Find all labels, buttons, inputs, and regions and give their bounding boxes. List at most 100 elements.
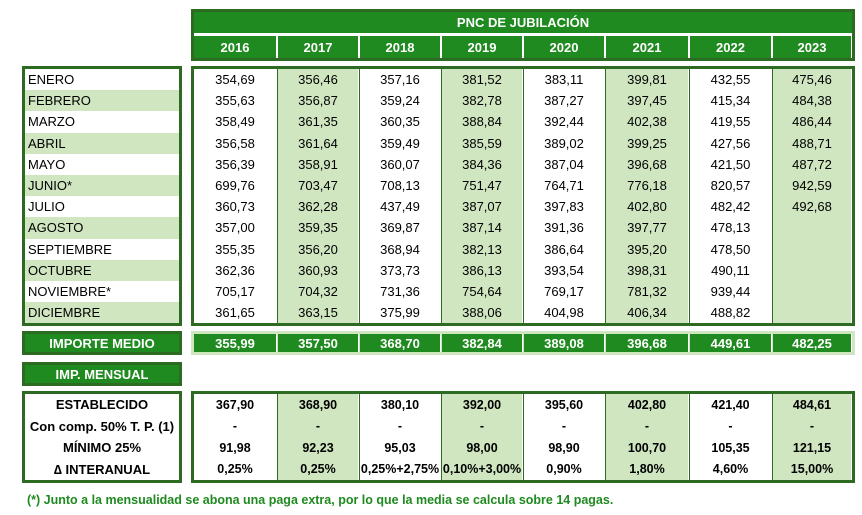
month-value: 437,49 [380,199,420,215]
month-value: 359,35 [298,220,338,236]
month-value: 387,27 [544,93,584,109]
month-value: 708,13 [380,178,420,194]
month-value: 397,45 [627,93,667,109]
col-shade [278,394,358,480]
col-shade [773,69,851,323]
mensual-value: 0,25% [217,462,253,477]
month-value: 360,93 [298,262,338,278]
mensual-value: 380,10 [380,397,420,412]
month-value: 382,13 [462,241,502,257]
col-shade [606,69,688,323]
col-shade [773,394,851,480]
mensual-value: - [232,419,238,434]
mensual-row-label: ESTABLECIDO [55,397,149,413]
month-value: 358,49 [215,114,255,130]
mensual-value: 105,35 [711,440,750,455]
month-value: 402,38 [627,114,667,130]
month-value: 391,36 [544,220,584,236]
month-label-box [22,66,182,326]
month-value: 703,47 [298,178,338,194]
month-value: 406,34 [627,305,667,321]
month-value: 399,81 [627,72,667,88]
month-value: 478,13 [710,220,751,236]
imp-mensual-label: IMP. MENSUAL [25,365,179,383]
month-value: 699,76 [215,178,255,194]
importe-medio-value: 382,84 [442,334,522,352]
month-label: NOVIEMBRE* [28,284,112,300]
month-value: 475,46 [792,72,832,88]
month-value: 387,14 [462,220,502,236]
col-divider [523,394,524,480]
month-value: 705,17 [215,284,255,300]
month-value: 488,82 [710,305,751,321]
month-value [772,302,852,323]
month-label: ABRIL [25,132,179,154]
month-value: 384,36 [462,156,502,172]
year-header-2023: 2023 [773,36,851,58]
month-value [772,217,852,238]
month-value: 731,36 [380,284,420,300]
month-value: 387,04 [544,156,584,172]
month-value: 419,55 [710,114,751,130]
month-value: 427,56 [710,135,751,151]
month-label: DICIEMBRE [25,302,179,324]
mensual-value: 368,90 [298,397,338,412]
month-value: 939,44 [710,284,751,300]
mensual-value: 4,60% [712,462,749,477]
col-divider [277,69,278,323]
col-divider [772,334,773,352]
year-header-2016: 2016 [194,36,276,58]
importe-medio-value: 449,61 [690,334,771,352]
month-value: 399,25 [627,135,667,151]
importe-medio-value: 482,25 [773,334,851,352]
col-divider [689,334,690,352]
importe-medio-value: 368,70 [360,334,440,352]
month-value: 355,35 [215,241,255,257]
mensual-value: 0,10%+3,00% [442,462,522,477]
month-value: 392,44 [544,114,584,130]
month-value: 381,52 [462,72,502,88]
mensual-value: 0,25%+2,75% [360,462,440,477]
col-divider [772,69,773,323]
month-value: 357,00 [215,220,255,236]
col-shade [442,69,522,323]
month-value: 488,71 [792,135,832,151]
month-value: 359,49 [380,135,420,151]
mensual-value: 98,00 [466,440,498,455]
month-value: 478,50 [710,241,751,257]
col-divider [359,69,360,323]
col-divider [277,334,278,352]
month-value: 393,54 [544,262,584,278]
importe-medio-value: 355,99 [194,334,276,352]
month-label: MAYO [28,156,66,172]
col-divider [772,394,773,480]
month-value: 402,80 [627,199,667,215]
importe-medio-value: 389,08 [524,334,604,352]
month-value: 490,11 [711,262,750,278]
month-value: 387,07 [462,199,502,215]
col-shade [278,69,358,323]
mensual-value: 392,00 [462,397,502,412]
col-divider [277,394,278,480]
month-value: 383,11 [544,72,584,88]
mensual-value: - [479,419,485,434]
mensual-value: 15,00% [790,462,834,477]
month-value: 356,87 [298,93,338,109]
month-value: 484,38 [792,93,832,109]
month-value: 482,42 [710,199,751,215]
month-value: 486,44 [792,114,832,130]
mensual-row-label: Con comp. 50% T. P. (1) [29,418,175,434]
month-value: 356,20 [298,241,338,257]
month-value: 361,35 [298,114,338,130]
month-value: 354,69 [215,72,255,88]
month-value: 358,91 [298,156,338,172]
mensual-value: - [561,419,567,434]
month-value: 386,64 [544,241,584,257]
mensual-value: 484,61 [792,397,832,412]
month-value: 388,84 [462,114,502,130]
importe-medio-value: 357,50 [278,334,358,352]
month-label: FEBRERO [25,90,179,112]
month-value: 375,99 [380,305,420,321]
month-value: 382,78 [462,93,502,109]
importe-medio-label-box [22,331,182,355]
